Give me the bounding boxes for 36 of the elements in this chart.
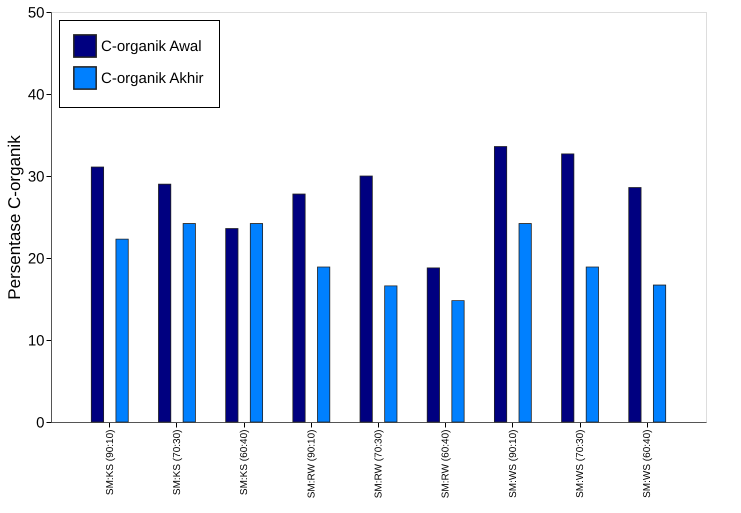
bar <box>628 187 642 422</box>
bar <box>586 266 599 422</box>
bar <box>317 266 330 422</box>
bar <box>561 153 574 422</box>
bar <box>158 184 172 422</box>
x-tick-label: SM:KS (70:30) <box>172 430 183 496</box>
x-tick-label: SM:RW (90:10) <box>306 430 318 498</box>
bar <box>518 223 532 422</box>
y-tick-label: 0 <box>36 414 44 432</box>
y-tick-label: 20 <box>28 250 44 268</box>
legend-label: C-organik Awal <box>101 38 202 55</box>
y-tick-label: 10 <box>28 332 44 350</box>
x-tick-label: SM:WS (90:10) <box>508 430 519 498</box>
bar <box>426 267 440 422</box>
y-tick-label: 40 <box>28 86 44 104</box>
y-tick-label: 50 <box>28 4 44 22</box>
bar <box>494 146 508 422</box>
bar <box>116 238 129 422</box>
y-axis-title: Persentase C-organik <box>4 134 24 300</box>
y-tick-label: 30 <box>28 168 44 186</box>
bar <box>90 166 104 422</box>
bar <box>225 228 238 422</box>
x-tick-label: SM:KS (60:40) <box>239 430 250 496</box>
bar <box>182 223 196 422</box>
x-tick-label: SM:RW (70:30) <box>374 430 384 498</box>
bar <box>384 285 398 422</box>
x-tick-label: SM:WS (60:40) <box>642 430 654 498</box>
bar <box>652 284 666 422</box>
bar <box>451 300 465 422</box>
bar <box>360 176 373 422</box>
bar <box>292 194 306 422</box>
x-tick-label: SM:KS (90:10) <box>104 430 116 496</box>
x-tick-label: SM:WS (70:30) <box>575 430 586 498</box>
x-tick-label: SM:RW (60:40) <box>440 430 452 498</box>
legend-label: C-organik Akhir <box>101 70 204 87</box>
bar <box>250 223 264 422</box>
